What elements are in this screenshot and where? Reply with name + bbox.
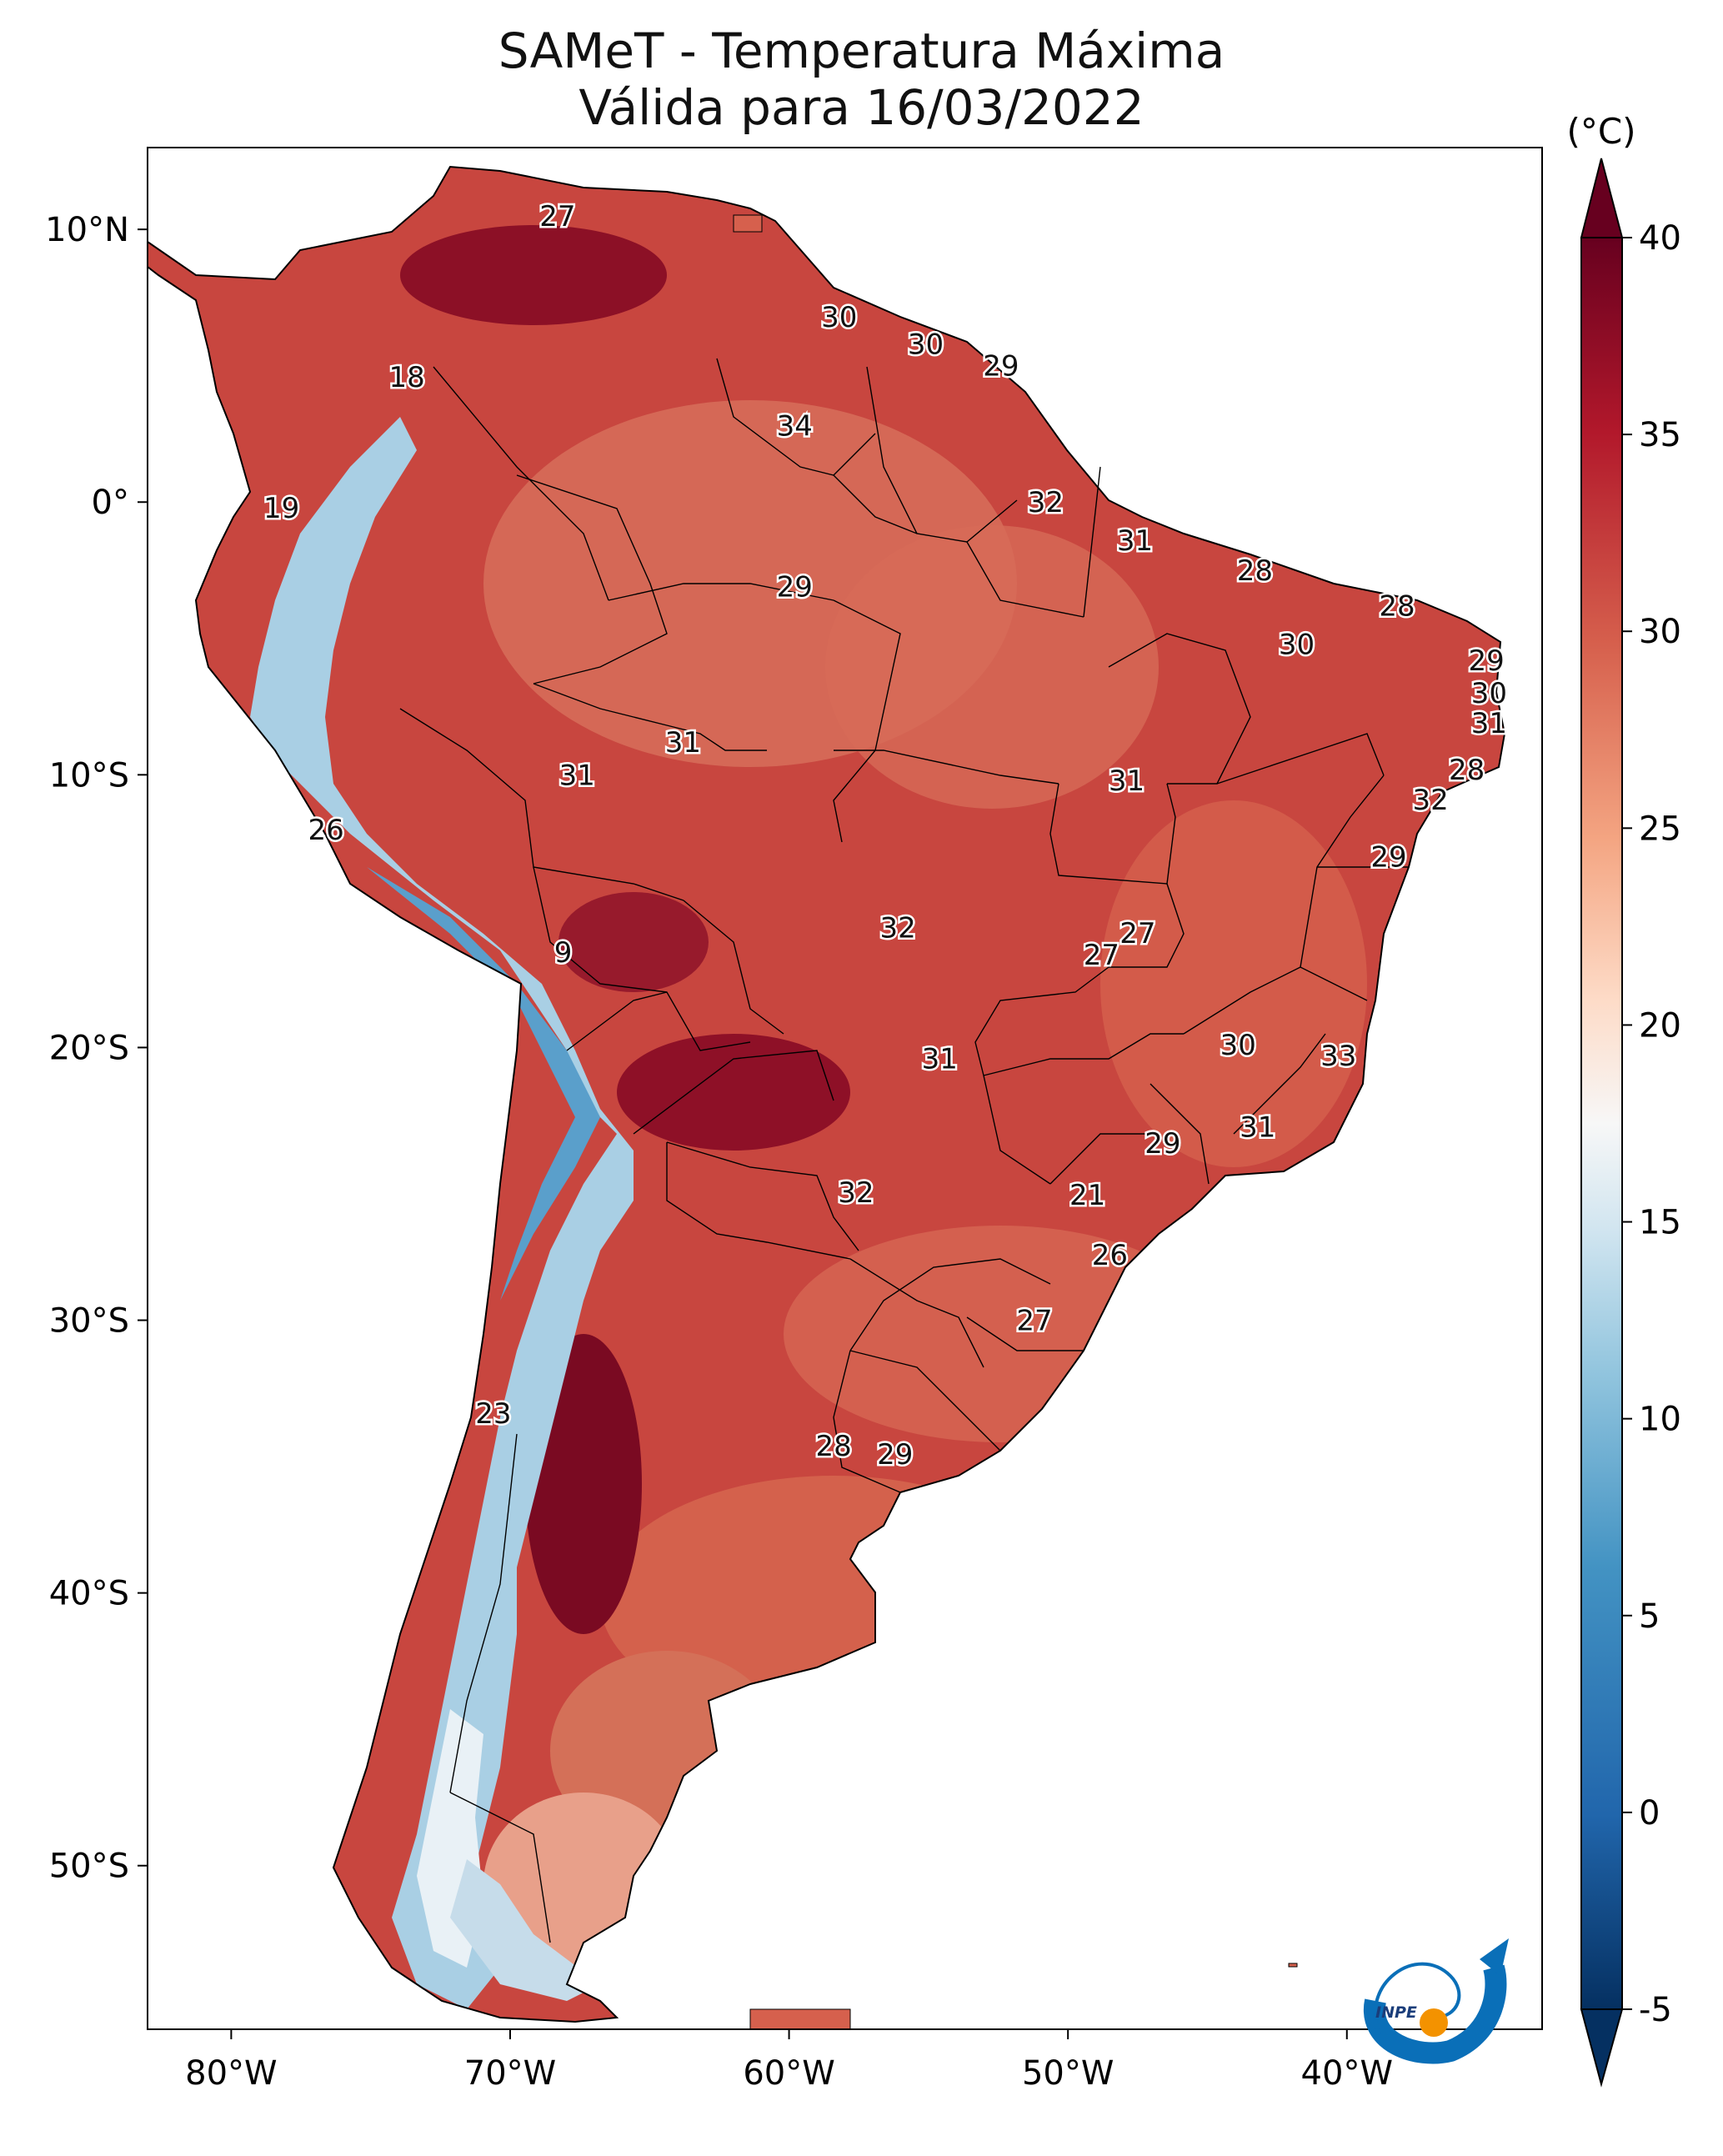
temperature-label: 30 <box>1220 1029 1256 1062</box>
temperature-label: 32 <box>1028 486 1064 519</box>
temperature-label: 31 <box>1117 524 1153 558</box>
temperature-label: 26 <box>308 814 344 847</box>
colorbar: (°C) 40 35 30 25 20 15 10 5 0 -5 <box>1566 111 1681 2088</box>
y-tick-label: 50°S <box>49 1848 129 1886</box>
temperature-label: 31 <box>1471 707 1507 740</box>
temperature-label: 30 <box>821 301 857 334</box>
logo-sun-icon <box>1420 2008 1448 2037</box>
temperature-label: 28 <box>1379 590 1415 624</box>
country-borders <box>399 358 1409 1943</box>
temperature-label: 27 <box>1016 1305 1052 1338</box>
logo-arrow-icon <box>1480 1938 1509 1976</box>
temperature-label: 29 <box>1468 644 1504 678</box>
temperature-label: 23 <box>475 1397 511 1431</box>
temperature-label: 29 <box>877 1438 913 1472</box>
temperature-label: 21 <box>1069 1179 1105 1212</box>
x-tick-label: 50°W <box>1022 2054 1114 2093</box>
temperature-label: 32 <box>838 1176 874 1210</box>
y-tick-label: 0° <box>92 484 129 522</box>
x-tick-label: 70°W <box>464 2054 556 2093</box>
x-axis: 80°W 70°W 60°W 50°W 40°W <box>185 2029 1393 2093</box>
coastline <box>148 165 1506 2023</box>
temperature-label: 29 <box>1144 1127 1180 1161</box>
y-tick-label: 40°S <box>49 1575 129 1613</box>
colorbar-tick-label: 35 <box>1639 416 1681 454</box>
y-tick-label: 30°S <box>49 1302 129 1341</box>
colorbar-tick-label: -5 <box>1639 1991 1672 2029</box>
temperature-label: 27 <box>1119 917 1155 950</box>
y-tick-label: 10°S <box>49 756 129 795</box>
temperature-label: 31 <box>922 1043 958 1076</box>
temperature-label: 26 <box>1092 1239 1128 1272</box>
y-axis: 10°N 0° 10°S 20°S 30°S 40°S 50°S <box>45 211 148 1886</box>
logo-orbit-icon <box>1373 1962 1461 2035</box>
temperature-label: 31 <box>1240 1111 1275 1144</box>
colorbar-gradient <box>1580 237 1623 2010</box>
x-tick-label: 40°W <box>1301 2054 1393 2093</box>
x-tick-label: 60°W <box>743 2054 834 2093</box>
temperature-label: 32 <box>1413 784 1449 817</box>
colorbar-tick-label: 0 <box>1639 1794 1660 1833</box>
map-frame <box>147 147 1543 2030</box>
temperature-label: 28 <box>1237 554 1273 588</box>
colorbar-tick-label: 30 <box>1639 613 1681 651</box>
temperature-label: 31 <box>1109 765 1144 798</box>
y-tick-label: 20°S <box>49 1029 129 1067</box>
temperature-label: 31 <box>559 759 595 792</box>
inpe-logo: INPE <box>1363 1938 1509 2064</box>
temperature-label: 30 <box>1471 677 1507 710</box>
temperature-label: 18 <box>389 361 425 394</box>
map-title: SAMeT - Temperatura Máxima <box>498 23 1225 79</box>
temperature-label: 28 <box>815 1430 851 1463</box>
temperature-label: 32 <box>879 912 915 945</box>
colorbar-max-extend <box>1580 158 1624 238</box>
colorbar-tick-label: 20 <box>1639 1006 1681 1045</box>
logo-arc-icon <box>1363 1964 1507 2064</box>
colorbar-tick-label: 40 <box>1639 219 1681 258</box>
colorbar-tick-label: 5 <box>1639 1597 1660 1636</box>
logo-text: INPE <box>1375 2003 1417 2022</box>
y-tick-label: 10°N <box>45 211 129 249</box>
temperature-label: 27 <box>1084 939 1119 972</box>
colorbar-min-extend <box>1580 2008 1624 2088</box>
temperature-label: 29 <box>983 350 1019 384</box>
map-subtitle: Válida para 16/03/2022 <box>579 79 1144 136</box>
temperature-label: 33 <box>1320 1040 1356 1073</box>
temperature-label: 19 <box>263 492 299 525</box>
colorbar-tick-label: 15 <box>1639 1204 1681 1242</box>
temperature-label: 31 <box>665 726 701 760</box>
temperature-label: 30 <box>1279 628 1315 661</box>
temperature-label: 30 <box>908 328 944 362</box>
temperature-label: 28 <box>1449 754 1485 787</box>
temperature-label: 29 <box>777 571 813 604</box>
temperature-label: 29 <box>1370 840 1406 874</box>
colorbar-tick-label: 25 <box>1639 810 1681 848</box>
temperature-label: 27 <box>539 200 575 233</box>
temperature-label: 34 <box>777 410 813 444</box>
islands <box>733 214 1298 2029</box>
colorbar-tick-label: 10 <box>1639 1401 1681 1439</box>
x-tick-label: 80°W <box>185 2054 277 2093</box>
colorbar-ticks: 40 35 30 25 20 15 10 5 0 -5 <box>1622 219 1681 2029</box>
colorbar-unit: (°C) <box>1566 111 1635 152</box>
temperature-label: 9 <box>554 936 573 970</box>
